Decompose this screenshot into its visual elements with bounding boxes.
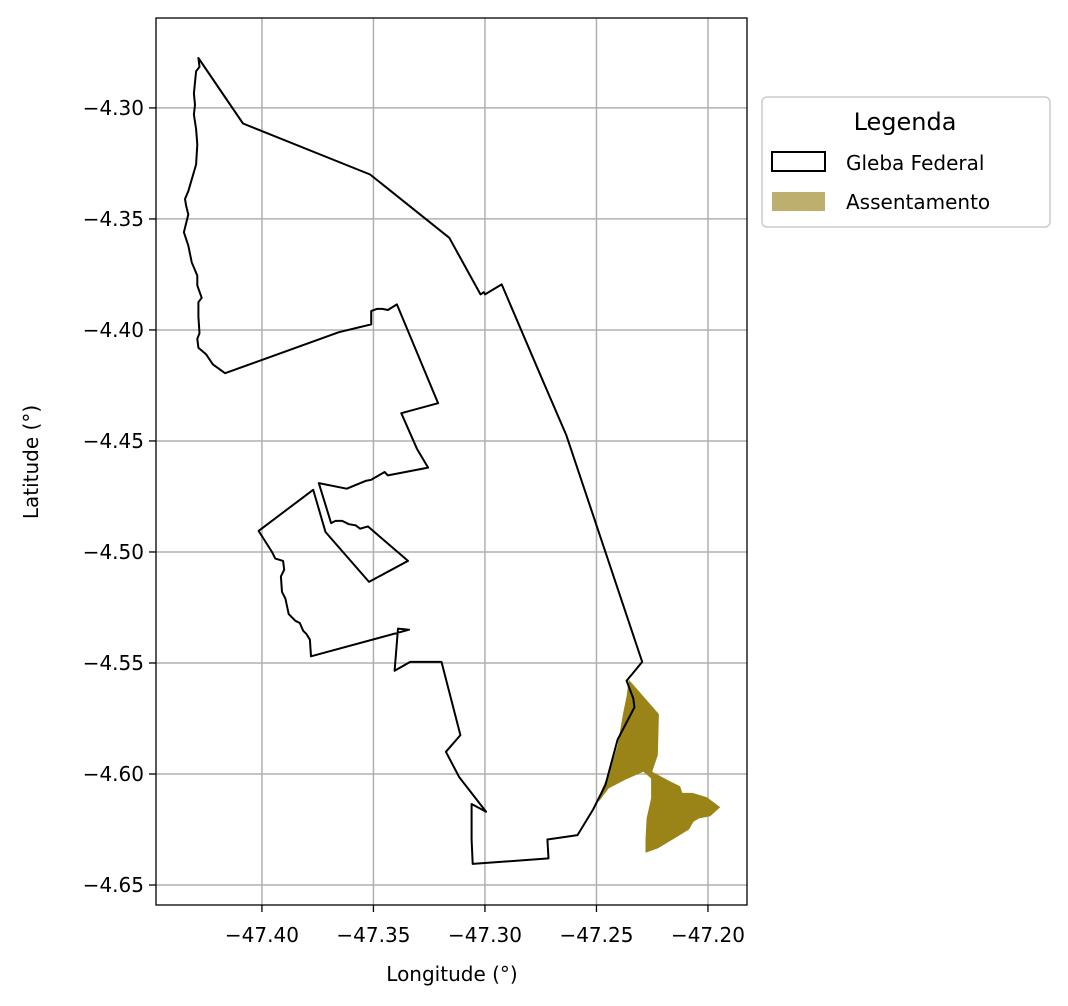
map-layers [182, 57, 721, 865]
x-tick-label-4: −47.20 [671, 923, 745, 947]
polygon-assentamento [598, 679, 721, 853]
x-axis-label: Longitude (°) [386, 962, 517, 986]
plot-frame [155, 17, 748, 906]
polygon-gleba-federal [182, 57, 644, 865]
y-axis-label: Latitude (°) [19, 405, 43, 519]
y-tick-label-6: −4.60 [83, 762, 144, 786]
x-tick-label-1: −47.35 [336, 923, 410, 947]
y-tick-label-2: −4.40 [83, 318, 144, 342]
y-tick-label-1: −4.35 [83, 207, 144, 231]
y-tick-label-4: −4.50 [83, 540, 144, 564]
y-tick-label-5: −4.55 [83, 651, 144, 675]
x-tick-label-0: −47.40 [225, 923, 299, 947]
x-tick-label-2: −47.30 [448, 923, 522, 947]
legend-swatch-gleba-federal [771, 151, 826, 172]
y-tick-label-3: −4.45 [83, 429, 144, 453]
x-axis-ticks: −47.40 −47.35 −47.30 −47.25 −47.20 [225, 905, 745, 947]
legend-title: Legenda [854, 108, 957, 136]
y-axis-ticks: −4.30 −4.35 −4.40 −4.45 −4.50 −4.55 −4.60 −4.65 [83, 96, 156, 897]
legend-label-assentamento: Assentamento [846, 190, 990, 214]
y-tick-label-0: −4.30 [83, 96, 144, 120]
gridlines [156, 18, 747, 905]
legend: Legenda Gleba Federal Assentamento [761, 96, 1051, 228]
legend-swatch-assentamento [772, 192, 825, 211]
y-tick-label-7: −4.65 [83, 873, 144, 897]
legend-box [761, 96, 1051, 228]
x-tick-label-3: −47.25 [559, 923, 633, 947]
legend-label-gleba-federal: Gleba Federal [846, 151, 984, 175]
